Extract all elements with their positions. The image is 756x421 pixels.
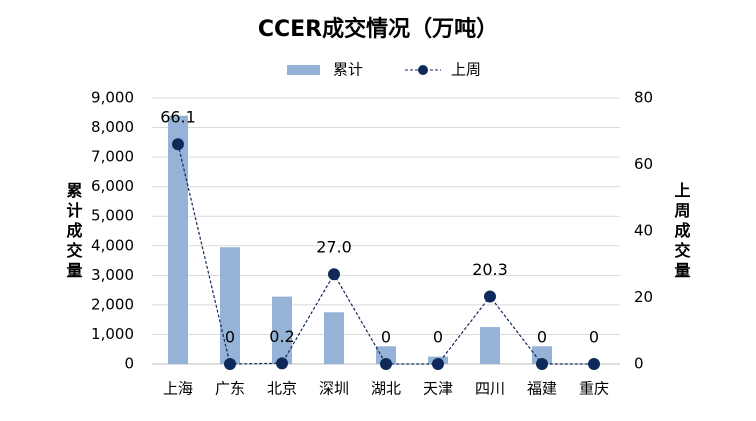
y2-tick-label: 80 <box>634 89 653 107</box>
x-tick-label: 广东 <box>215 380 245 398</box>
bar <box>480 327 500 364</box>
y-tick-label: 7,000 <box>91 148 134 166</box>
bar <box>168 115 188 364</box>
data-label: 0 <box>589 328 599 347</box>
data-label: 0 <box>433 328 443 347</box>
chart-title: CCER成交情况（万吨） <box>258 16 498 42</box>
marker <box>172 138 184 151</box>
y-tick-label: 8,000 <box>91 118 134 136</box>
y-tick-label: 9,000 <box>91 89 134 107</box>
y-tick-label: 3,000 <box>91 266 134 284</box>
data-label: 0 <box>225 328 235 347</box>
marker <box>432 358 444 370</box>
marker <box>224 358 236 370</box>
legend-swatch <box>287 65 320 75</box>
marker <box>588 358 600 370</box>
data-label: 0 <box>381 328 391 347</box>
x-tick-label: 四川 <box>475 380 505 398</box>
y-tick-label: 6,000 <box>91 177 134 195</box>
x-tick-label: 深圳 <box>319 380 349 398</box>
marker <box>276 357 288 370</box>
y2-tick-label: 20 <box>634 288 653 306</box>
y2-tick-label: 40 <box>634 222 653 240</box>
data-label: 0.2 <box>269 327 294 346</box>
x-tick-label: 上海 <box>163 380 193 398</box>
y-axis-title: 累计成交量 <box>64 182 83 282</box>
marker <box>380 358 392 370</box>
data-label: 27.0 <box>316 238 352 257</box>
y-tick-label: 4,000 <box>91 236 134 254</box>
x-tick-label: 重庆 <box>579 380 609 398</box>
bar <box>376 346 396 364</box>
marker <box>484 290 496 303</box>
data-label: 66.1 <box>160 108 196 127</box>
bar <box>532 346 552 364</box>
x-tick-label: 天津 <box>423 380 453 398</box>
bar <box>220 247 240 364</box>
y-tick-label: 2,000 <box>91 295 134 313</box>
y-tick-label: 0 <box>124 355 134 373</box>
data-label: 0 <box>537 328 547 347</box>
y2-tick-label: 60 <box>634 155 653 173</box>
x-tick-label: 北京 <box>267 380 297 398</box>
marker <box>536 358 548 370</box>
y-tick-label: 5,000 <box>91 207 134 225</box>
marker <box>328 268 340 281</box>
x-tick-label: 福建 <box>527 380 557 398</box>
y2-axis-title: 上周成交量 <box>672 182 691 282</box>
y2-tick-label: 0 <box>634 355 644 373</box>
data-label: 20.3 <box>472 260 508 279</box>
legend-swatch <box>418 65 428 75</box>
legend-label: 累计 <box>333 61 363 79</box>
x-tick-label: 湖北 <box>371 380 401 398</box>
y-tick-label: 1,000 <box>91 325 134 343</box>
legend-label: 上周 <box>451 61 481 79</box>
bar <box>272 296 292 364</box>
bar <box>324 312 344 364</box>
